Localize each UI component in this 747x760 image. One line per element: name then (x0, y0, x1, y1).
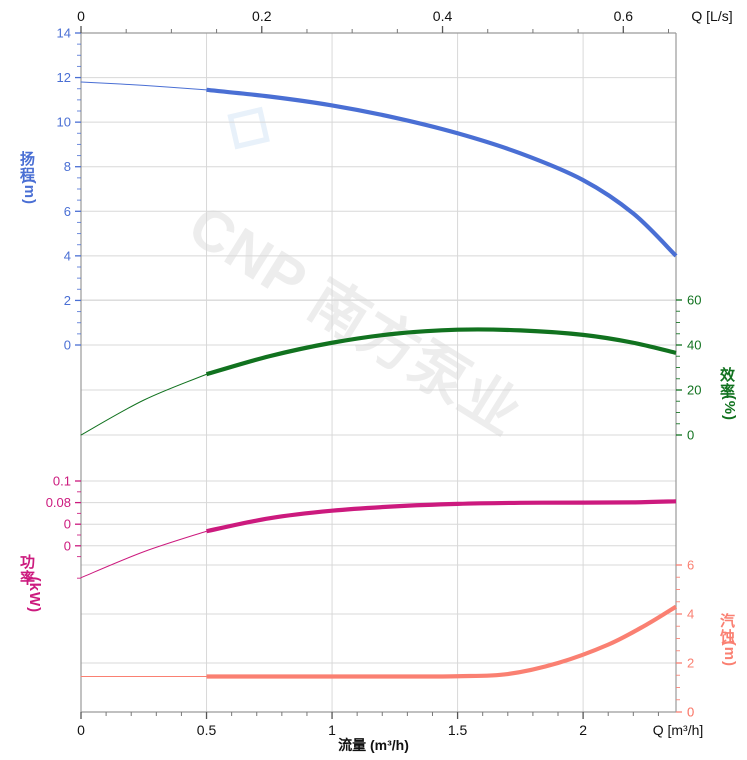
tick-label-head: 6 (64, 204, 71, 219)
curves (80, 81, 678, 679)
tick-label-npsh: 0 (687, 705, 694, 720)
power-axis-title-text: 功率 (19, 554, 36, 587)
curve-power (80, 499, 677, 579)
tick-label-head: 8 (64, 159, 71, 174)
npsh-axis-title-text: 汽蚀 (719, 613, 736, 646)
tick-label-x-bottom: 1.5 (448, 722, 468, 738)
tick-label-head: 2 (64, 293, 71, 308)
curve-efficiency-extrapolated (80, 373, 208, 436)
watermark: ◇CNP 南方泵业 (178, 81, 533, 448)
curve-power-extrapolated (80, 530, 208, 579)
curve-head (80, 81, 678, 258)
curve-head-extrapolated (80, 81, 208, 91)
tick-label-efficiency: 20 (687, 383, 701, 398)
power-axis-unit: (kW) (26, 576, 44, 613)
tick-label-x-bottom: 0 (77, 722, 85, 738)
curve-efficiency (80, 327, 677, 436)
tick-label-npsh-zero: 0 (687, 705, 694, 720)
tick-label-npsh: 2 (687, 656, 694, 671)
efficiency-axis-title-text: 效率 (719, 367, 736, 400)
tick-label-power: 0.1 (53, 474, 71, 489)
tick-label-x-bottom: 1 (328, 722, 336, 738)
x-bottom-axis-label: Q [m³/h] (653, 722, 704, 738)
tick-label-head: 4 (64, 248, 71, 263)
watermark-text: CNP 南方泵业 (178, 193, 533, 448)
tick-label-x-bottom: 2 (579, 722, 587, 738)
x-top-axis-label: Q [L/s] (691, 8, 732, 24)
tick-label-power: 0 (64, 517, 71, 532)
tick-label-efficiency: 40 (687, 338, 701, 353)
tick-label-x-top: 0.2 (252, 8, 272, 24)
tick-label-npsh: 6 (687, 558, 694, 573)
head-axis-title: 扬程 (m) (16, 151, 40, 205)
plot-frame (80, 32, 677, 713)
npsh-axis-title: 汽蚀 (m) (716, 613, 740, 667)
tick-label-npsh: 4 (687, 607, 694, 622)
tick-label-x-top: 0.6 (614, 8, 634, 24)
tick-label-x-top: 0 (77, 8, 85, 24)
x-axis-title: 流量 (m³/h) (338, 737, 409, 753)
curve-efficiency-operating (205, 327, 677, 377)
curve-npsh (80, 604, 678, 679)
tick-label-x-top: 0.4 (433, 8, 453, 24)
head-axis-unit: (m) (21, 178, 39, 205)
tick-label-head: 12 (57, 70, 71, 85)
tick-label-head: 14 (57, 26, 71, 41)
efficiency-axis-unit: (%) (721, 394, 739, 421)
tick-label-efficiency: 60 (687, 293, 701, 308)
curve-npsh-operating (206, 604, 678, 679)
tick-label-head: 0 (64, 338, 71, 353)
curve-power-operating (206, 499, 677, 534)
tick-label-efficiency: 0 (687, 428, 694, 443)
tick-label-power: 0.08 (46, 495, 71, 510)
head-axis-title-text: 扬程 (19, 151, 36, 184)
tick-label-power: 0 (64, 538, 71, 553)
power-axis-title: 功率 (kW) (16, 554, 43, 613)
efficiency-axis-title: 效率 (%) (716, 367, 740, 421)
curve-head-operating (206, 87, 678, 258)
npsh-axis-unit: (m) (721, 640, 739, 667)
tick-label-x-bottom: 0.5 (197, 722, 217, 738)
tick-label-head: 10 (57, 115, 71, 130)
